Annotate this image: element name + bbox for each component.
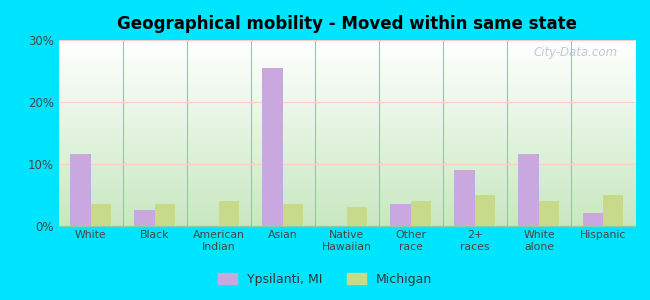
Bar xyxy=(582,213,603,226)
Bar xyxy=(411,201,432,226)
Bar xyxy=(219,201,239,226)
Legend: Ypsilanti, MI, Michigan: Ypsilanti, MI, Michigan xyxy=(213,268,437,291)
Text: City-Data.com: City-Data.com xyxy=(534,46,618,59)
Bar xyxy=(475,195,495,226)
Bar xyxy=(454,170,475,226)
Bar xyxy=(70,154,91,226)
Bar xyxy=(283,204,304,226)
Bar xyxy=(519,154,539,226)
Bar xyxy=(263,68,283,226)
Title: Geographical mobility - Moved within same state: Geographical mobility - Moved within sam… xyxy=(117,15,577,33)
Bar xyxy=(155,204,176,226)
Bar xyxy=(135,210,155,226)
Bar xyxy=(539,201,560,226)
Bar xyxy=(91,204,111,226)
Bar xyxy=(391,204,411,226)
Bar xyxy=(347,207,367,226)
Bar xyxy=(603,195,623,226)
